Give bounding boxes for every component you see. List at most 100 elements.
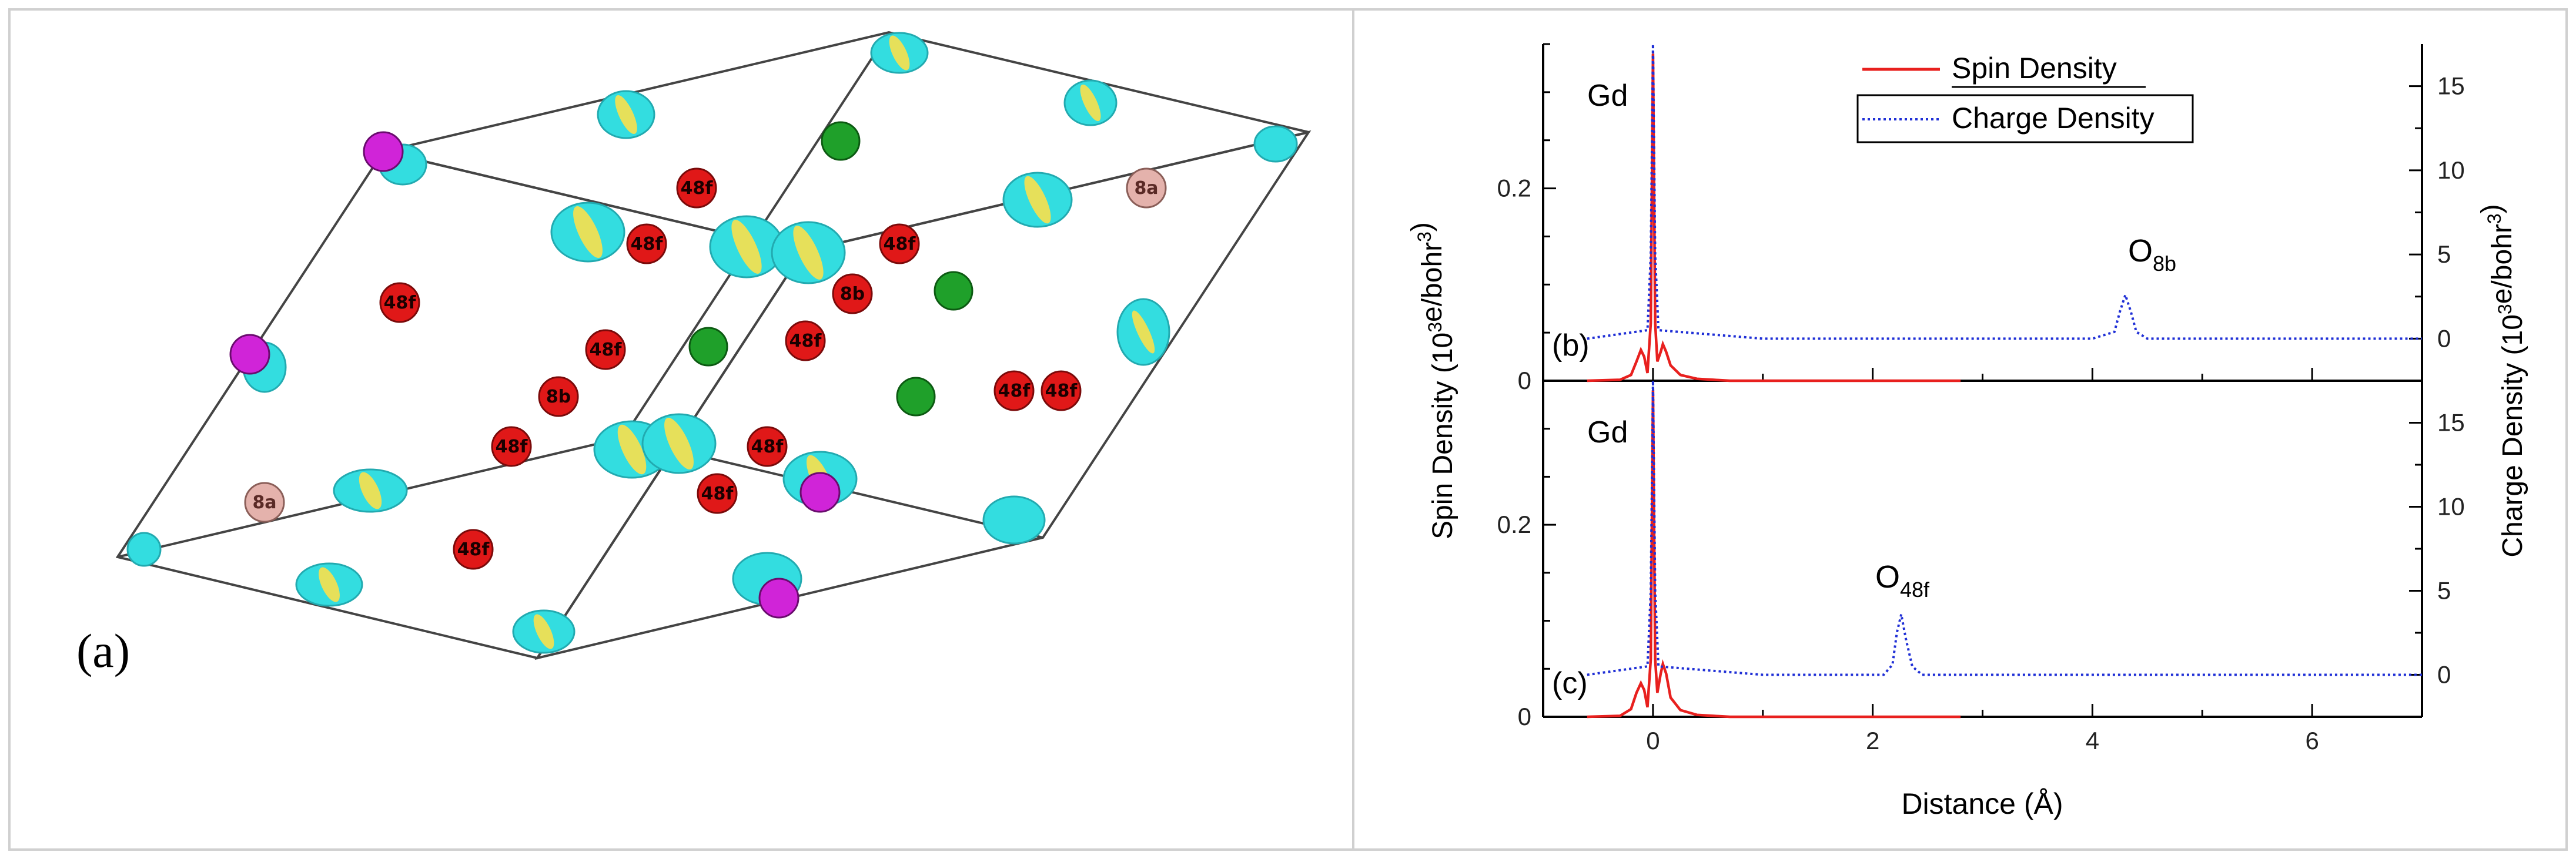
atom-sphere	[1126, 167, 1167, 209]
atom-label: 48f	[1045, 381, 1078, 401]
atom-sphere	[244, 482, 285, 523]
atom-label: 8b	[840, 284, 865, 304]
atom-label: 48f	[590, 340, 623, 360]
charge-density-line	[1587, 43, 2422, 340]
crystal-structure-panel: 48f 48f 48f 48f 48f 48f 48f 48f 48f 48f 48f 48f 8b 8b…	[76, 31, 1312, 677]
legend: Spin Density Charge Density	[1856, 52, 2194, 143]
oxygen-atom-48f: 48f	[626, 223, 667, 264]
atom-sphere	[676, 167, 717, 209]
panel-bc-frame	[1352, 8, 2568, 851]
atom-label: 48f	[884, 234, 916, 254]
gd-atom	[363, 131, 404, 172]
atom-label: 48f	[681, 178, 714, 199]
atom-label-gd: Gd	[1587, 415, 1628, 449]
isosurface-blob	[641, 413, 717, 474]
labelled-atoms: 48f 48f 48f 48f 48f 48f 48f 48f 48f 48f 48f 48f 8b 8b…	[244, 167, 1167, 570]
atom-label: 48f	[701, 484, 734, 504]
oxygen-atom-48f: 48f	[676, 167, 717, 209]
y2-tick-label: 5	[2437, 240, 2451, 268]
oxygen-atom-48f: 48f	[747, 426, 788, 467]
atom-sphere	[879, 223, 920, 264]
isosurface-blob	[295, 562, 363, 607]
y2-tick-label: 15	[2437, 72, 2465, 100]
oxygen-atom-48f: 48f	[585, 329, 626, 370]
y2-tick-label: 0	[2437, 661, 2451, 689]
y2-tick-label: 10	[2437, 156, 2465, 184]
atom-sphere	[993, 370, 1035, 411]
green-atom	[821, 121, 861, 161]
isosurface-blob	[870, 32, 929, 74]
oxygen-atom-48f: 48f	[491, 426, 532, 467]
oxygen-atom-8a: 8a	[244, 482, 285, 523]
x-tick-label: 4	[2086, 727, 2099, 754]
atom-sphere	[626, 223, 667, 264]
green-atom	[896, 377, 936, 417]
atom-label: 8a	[1134, 178, 1158, 199]
peak-label-sub: 48f	[1900, 578, 1930, 602]
spin-density-line	[1587, 390, 1961, 719]
chart-b: 0 0.2 0 5 10 15 Gd (b) O8b	[1497, 43, 2465, 394]
y-tick-label: 0	[1518, 703, 1531, 730]
oxygen-atom-8b: 8b	[832, 273, 873, 314]
gd-atom	[758, 578, 799, 619]
peak-label-base: O	[2128, 233, 2153, 269]
x-axis-title: Distance (Å)	[1901, 787, 2063, 820]
atom-sphere	[747, 426, 788, 467]
y2-tick-label: 0	[2437, 324, 2451, 352]
peak-label-base: O	[1875, 559, 1900, 595]
gd-atoms	[229, 131, 841, 619]
atom-label: 48f	[457, 539, 490, 560]
oxygen-atom-48f: 48f	[879, 223, 920, 264]
isosurface-blob	[333, 468, 408, 513]
atom-label: 8a	[252, 492, 276, 513]
legend-charge-label: Charge Density	[1952, 102, 2155, 135]
atom-label: 48f	[751, 437, 784, 457]
isosurface-blob	[982, 495, 1046, 545]
green-atom	[934, 271, 973, 311]
atom-sphere	[1041, 370, 1082, 411]
atom-sphere	[585, 329, 626, 370]
oxygen-atom-48f: 48f	[453, 529, 494, 570]
panel-label: (b)	[1552, 328, 1590, 363]
atom-label: 48f	[998, 381, 1031, 401]
oxygen-atom-48f: 48f	[697, 473, 738, 514]
isosurface-blob	[1063, 79, 1118, 126]
x-tick-label: 0	[1646, 727, 1660, 754]
y-tick-label: 0	[1518, 367, 1531, 394]
oxygen-atom-48f: 48f	[993, 370, 1035, 411]
isosurface-blob	[1002, 172, 1073, 228]
peak-label-sub: 8b	[2153, 251, 2176, 276]
y-axis-title: Spin Density (103e/bohr3)	[1406, 222, 1458, 539]
oxygen-atom-8a: 8a	[1126, 167, 1167, 209]
y2-tick-label: 15	[2437, 409, 2465, 437]
peak-label: O48f	[1875, 559, 1930, 602]
isosurface-blob	[512, 609, 576, 654]
oxygen-atom-48f: 48f	[379, 282, 420, 323]
spin-density-line	[1587, 53, 1961, 382]
green-atom	[688, 327, 728, 367]
gd-atom	[799, 472, 841, 513]
y2-tick-label: 10	[2437, 493, 2465, 521]
atom-label: 48f	[789, 331, 822, 351]
y2-axis-title: Charge Density (103e/bohr3)	[2476, 204, 2528, 557]
chart-c: 0 0.2 0 5 10 15 0 2 4 6 Gd (c) O48f	[1497, 380, 2465, 754]
atom-label: 8b	[546, 387, 571, 407]
x-tick-label: 6	[2305, 727, 2319, 754]
oxygen-atom-8b: 8b	[538, 376, 579, 417]
atom-sphere	[491, 426, 532, 467]
atom-sphere	[379, 282, 420, 323]
y-tick-label: 0.2	[1497, 511, 1531, 538]
isosurface-blob	[550, 202, 625, 263]
isosurface-blob	[1116, 298, 1170, 366]
legend-spin-label: Spin Density	[1952, 52, 2117, 85]
y2-tick-label: 5	[2437, 577, 2451, 605]
peak-label: O8b	[2128, 233, 2176, 276]
panel-label: (c)	[1552, 666, 1588, 700]
isosurface-blob	[771, 221, 846, 284]
isosurface-blob	[597, 90, 655, 139]
legend-box	[1856, 94, 2194, 143]
atom-label: 48f	[631, 234, 664, 254]
isosurface-blob	[1253, 125, 1298, 163]
x-tick-label: 2	[1866, 727, 1879, 754]
